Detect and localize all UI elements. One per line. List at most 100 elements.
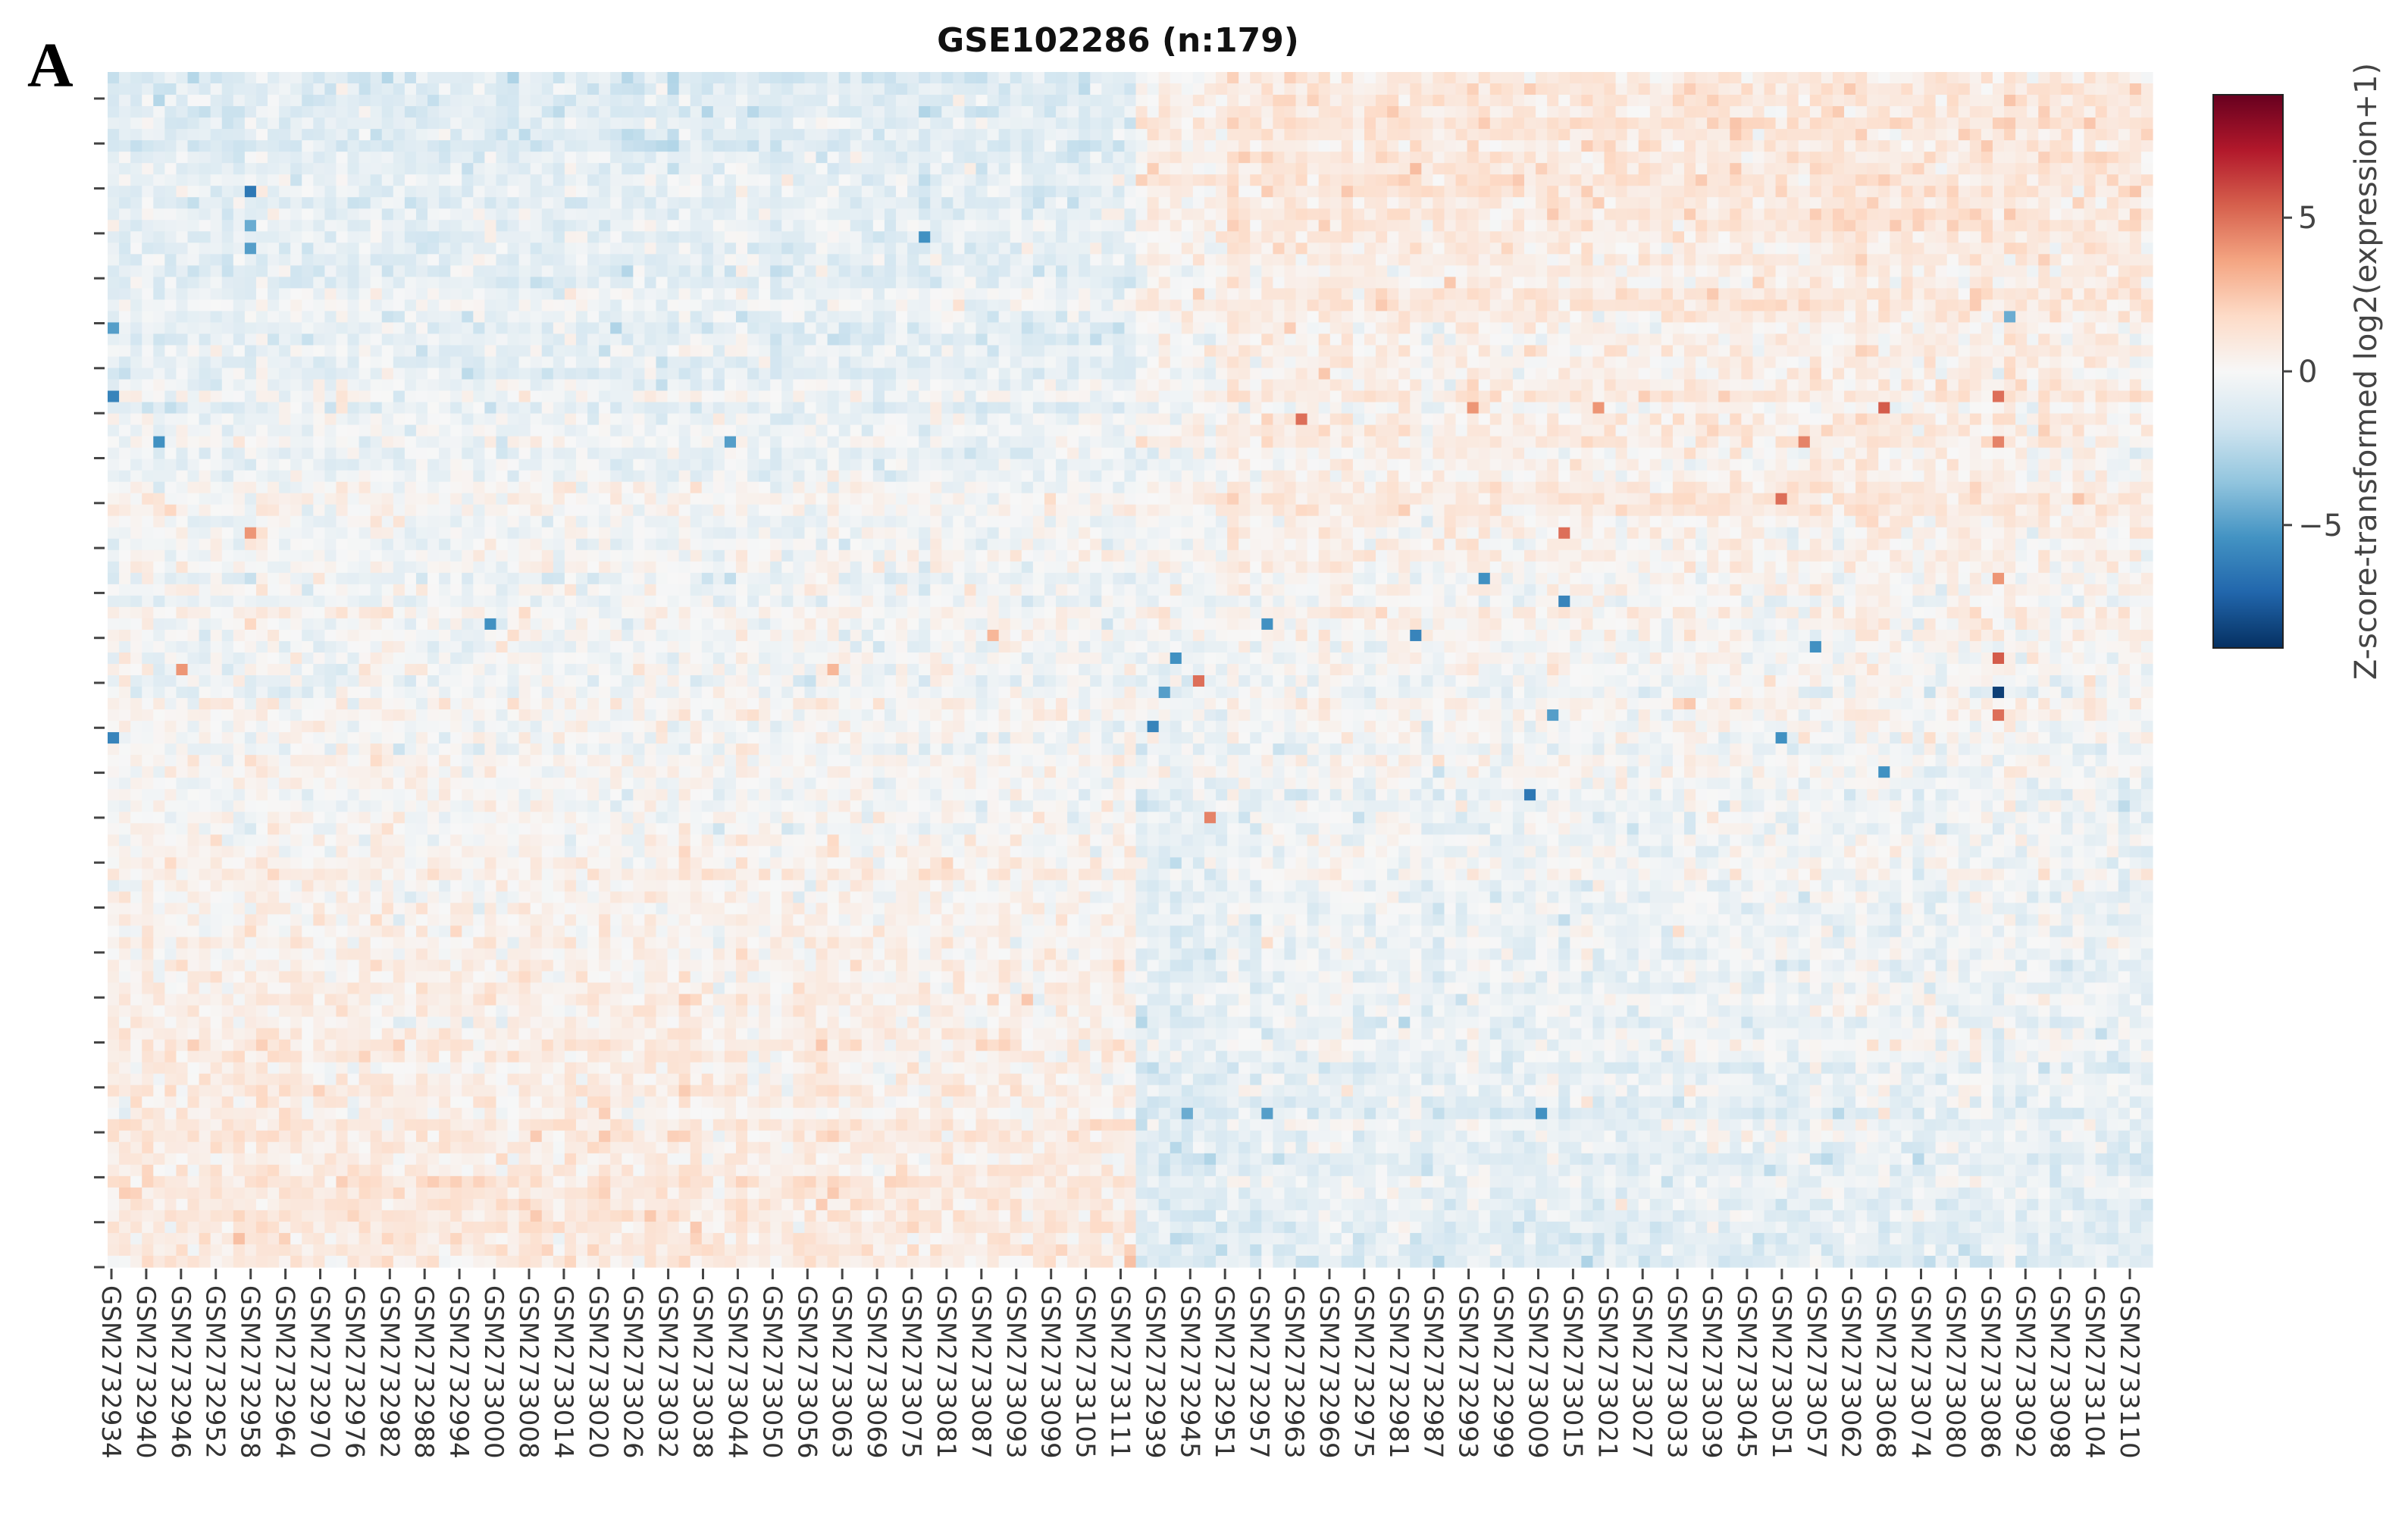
heatmap-cell: [1273, 356, 1285, 369]
heatmap-cell: [1090, 277, 1102, 289]
heatmap-cell: [1890, 243, 1902, 255]
heatmap-cell: [610, 265, 622, 277]
heatmap-cell: [2106, 243, 2119, 255]
heatmap-cell: [1981, 231, 1993, 243]
heatmap-cell: [473, 322, 485, 335]
heatmap-cell: [1010, 140, 1022, 152]
heatmap-cell: [1512, 288, 1525, 300]
heatmap-cell: [1147, 208, 1160, 221]
heatmap-cell: [142, 288, 154, 300]
heatmap-cell: [872, 254, 885, 266]
heatmap-cell: [930, 345, 942, 358]
heatmap-cell: [1273, 197, 1285, 209]
heatmap-cell: [462, 174, 474, 186]
heatmap-cell: [724, 117, 737, 130]
heatmap-cell: [1295, 117, 1308, 130]
heatmap-cell: [1433, 231, 1445, 243]
heatmap-cell: [176, 106, 189, 118]
heatmap-cell: [564, 311, 577, 324]
heatmap-cell: [1775, 220, 1788, 232]
heatmap-cell: [1135, 345, 1148, 358]
heatmap-cell: [781, 208, 794, 221]
heatmap-cell: [2084, 72, 2096, 84]
heatmap-cell: [975, 299, 988, 311]
heatmap-cell: [941, 72, 953, 84]
heatmap-cell: [861, 117, 874, 130]
heatmap-cell: [2140, 231, 2153, 243]
heatmap-cell: [313, 243, 325, 255]
heatmap-cell: [279, 288, 291, 300]
heatmap-cell: [1135, 106, 1148, 118]
heatmap-cell: [816, 117, 828, 130]
heatmap-cell: [1969, 208, 1982, 221]
heatmap-cell: [1273, 95, 1285, 107]
heatmap-cell: [1809, 368, 1822, 380]
heatmap-cell: [998, 379, 1011, 392]
heatmap-cell: [712, 299, 725, 311]
heatmap-cell: [2140, 345, 2153, 358]
heatmap-cell: [1924, 186, 1937, 198]
heatmap-cell: [381, 333, 394, 346]
heatmap-cell: [1170, 197, 1182, 209]
heatmap-cell: [610, 72, 622, 84]
heatmap-cell: [290, 129, 302, 141]
heatmap-cell: [1227, 174, 1239, 186]
heatmap-cell: [610, 231, 622, 243]
heatmap-cell: [268, 72, 280, 84]
heatmap-cell: [1935, 379, 1948, 392]
heatmap-cell: [1958, 129, 1971, 141]
heatmap-cell: [518, 243, 531, 255]
heatmap-cell: [964, 277, 977, 289]
heatmap-cell: [599, 152, 611, 164]
heatmap-cell: [1044, 152, 1057, 164]
heatmap-cell: [1192, 231, 1205, 243]
heatmap-cell: [1067, 277, 1079, 289]
heatmap-cell: [1204, 254, 1217, 266]
heatmap-cell: [484, 288, 497, 300]
heatmap-cell: [1707, 197, 1719, 209]
heatmap-cell: [667, 220, 680, 232]
heatmap-cell: [712, 379, 725, 392]
heatmap-cell: [1056, 197, 1068, 209]
heatmap-cell: [2084, 299, 2096, 311]
heatmap-cell: [290, 163, 302, 175]
heatmap-cell: [2072, 220, 2085, 232]
heatmap-cell: [1421, 129, 1434, 141]
heatmap-cell: [599, 72, 611, 84]
heatmap-cell: [1924, 117, 1937, 130]
heatmap-cell: [1032, 129, 1045, 141]
heatmap-cell: [187, 163, 200, 175]
heatmap-cell: [1079, 83, 1091, 95]
heatmap-cell: [381, 95, 394, 107]
heatmap-cell: [302, 356, 314, 369]
heatmap-cell: [415, 254, 428, 266]
heatmap-cell: [1536, 197, 1548, 209]
heatmap-cell: [667, 254, 680, 266]
heatmap-cell: [164, 208, 177, 221]
heatmap-cell: [1192, 356, 1205, 369]
heatmap-cell: [1444, 163, 1457, 175]
heatmap-cell: [622, 174, 634, 186]
heatmap-cell: [941, 311, 953, 324]
heatmap-cell: [359, 288, 371, 300]
heatmap-cell: [816, 129, 828, 141]
heatmap-cell: [1638, 152, 1651, 164]
heatmap-cell: [1730, 83, 1742, 95]
heatmap-cell: [2084, 186, 2096, 198]
heatmap-cell: [564, 220, 577, 232]
heatmap-cell: [279, 265, 291, 277]
heatmap-cell: [1238, 243, 1251, 255]
heatmap-cell: [1181, 288, 1194, 300]
heatmap-cell: [2095, 152, 2108, 164]
heatmap-cell: [1524, 208, 1536, 221]
heatmap-cell: [1295, 186, 1308, 198]
heatmap-cell: [370, 117, 383, 130]
heatmap-cell: [381, 83, 394, 95]
heatmap-cell: [998, 288, 1011, 300]
heatmap-cell: [1410, 333, 1422, 346]
heatmap-cell: [2129, 368, 2142, 380]
heatmap-cell: [781, 72, 794, 84]
heatmap-cell: [884, 106, 897, 118]
heatmap-cell: [712, 254, 725, 266]
heatmap-cell: [1741, 95, 1754, 107]
